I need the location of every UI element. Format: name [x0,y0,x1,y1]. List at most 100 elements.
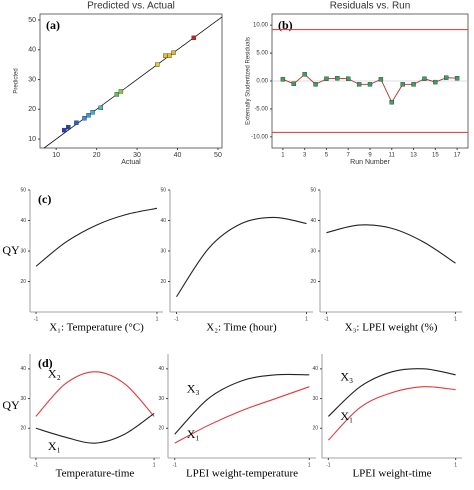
y-tick-label: 20 [158,426,164,432]
residual-line [282,73,458,104]
panel-label: (a) [46,18,60,32]
y-tick-label: 40 [28,47,36,54]
panel-label: (d) [38,356,53,370]
y-tick-label: 50 [20,187,26,193]
y-tick-label: 30 [310,248,316,254]
point [163,53,168,58]
x-tick-label: -1 [174,316,179,322]
point [280,77,286,82]
y-tick-label: 40 [20,218,26,224]
y-tick-label: 20 [20,426,26,432]
chart-title: Predicted vs. Actual [87,1,175,12]
x-axis-label: LPEI weight-time [352,468,431,480]
x-tick-label: 11 [389,153,396,159]
x-tick-label: 10 [52,152,60,159]
x-tick-label: 9 [368,153,372,159]
y-tick-label: 40 [158,366,164,372]
x-axis-label: Actual [121,159,141,166]
x-tick-label: 20 [93,152,101,159]
y-axis-label: Externally Studentized Residuals [246,37,252,125]
y-tick-label: 50 [310,187,316,193]
x-axis-label: X₂: Time (hour) [206,322,277,334]
y-axis-label: Predicted [14,68,20,93]
point [90,110,95,115]
y-tick-label: 50 [160,187,166,193]
point [98,105,103,111]
point [367,82,373,87]
y-tick-label: 30 [160,248,166,254]
x-tick-label: 1 [305,316,308,322]
x-tick-label: 7 [347,153,351,159]
x-axis-label: LPEI weight-temperature [186,468,298,480]
x-tick-label: -1 [326,462,331,468]
point [74,120,79,125]
point [114,92,120,97]
curve [35,412,155,444]
point [356,82,362,87]
series-label: X₁ [340,409,353,423]
point [118,89,124,94]
y-tick-label: 30 [312,396,318,402]
point [313,82,318,87]
curve [326,224,456,264]
y-tick-label: 20 [310,279,316,285]
panel-label: (b) [278,18,293,32]
y-tick-label: 20 [312,426,318,432]
x-tick-label: -1 [173,462,178,468]
x-tick-label: 3 [303,153,307,159]
point [62,127,67,133]
y-tick-label: 40 [310,218,316,224]
y-tick-label: -5.00 [254,106,268,112]
point [324,76,329,81]
x-tick-label: 17 [454,153,461,159]
y-tick-label: 50 [28,17,36,24]
x-tick-label: -1 [324,316,329,322]
x-tick-label: 1 [281,153,285,159]
point [389,100,394,105]
x-axis-label: Run Number [350,159,390,166]
x-axis-label: X₃: LPEI weight (%) [345,322,438,334]
panel-label: (c) [38,192,51,206]
point [291,81,296,86]
x-tick-label: 13 [410,153,417,159]
curve [176,216,307,298]
y-axis-label: QY [2,243,20,257]
point [86,113,91,118]
y-tick-label: 30 [158,396,164,402]
point [66,124,71,130]
curve [174,386,310,444]
y-tick-label: 30 [20,248,26,254]
x-tick-label: 1 [153,462,156,468]
x-tick-label: 30 [133,152,141,159]
curve [35,371,155,417]
chart-title: Residuals vs. Run [330,1,411,12]
x-tick-label: 1 [156,316,159,322]
x-axis-label: Temperature-time [56,468,135,480]
y-tick-label: 20 [160,279,166,285]
point [378,77,384,82]
curve [35,207,158,267]
point [82,116,87,121]
x-tick-label: 1 [454,462,457,468]
x-tick-label: 15 [432,153,439,159]
x-tick-label: 40 [174,152,182,159]
y-tick-label: 20 [20,279,26,285]
y-tick-label: 40 [160,218,166,224]
y-tick-label: 40 [20,366,26,372]
curve [327,386,456,441]
point [422,76,427,81]
series-label: X₂ [48,366,61,380]
y-tick-label: 10 [28,136,36,143]
point [346,76,351,81]
point [444,75,449,80]
y-axis-label: QY [2,398,20,412]
point [400,82,405,87]
y-tick-label: 40 [312,366,318,372]
plot-frame [39,13,223,149]
point [433,79,438,85]
y-tick-label: 30 [20,396,26,402]
series-label: X₁ [48,439,61,453]
x-tick-label: 50 [214,152,222,159]
